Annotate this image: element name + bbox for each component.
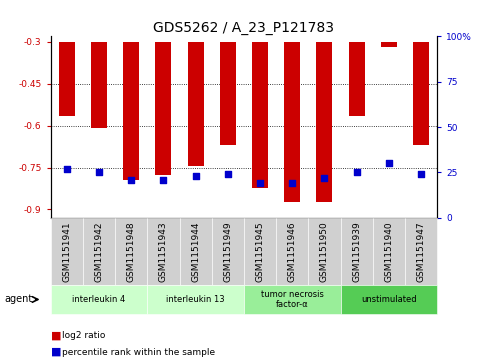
Point [385, 160, 393, 166]
Text: interleukin 4: interleukin 4 [72, 295, 126, 304]
Text: ■: ■ [51, 347, 61, 357]
Text: GSM1151945: GSM1151945 [256, 221, 265, 282]
Bar [316, 42, 332, 203]
Text: GSM1151940: GSM1151940 [384, 221, 393, 282]
Text: log2 ratio: log2 ratio [62, 331, 105, 340]
Text: GSM1151939: GSM1151939 [352, 221, 361, 282]
Point [288, 180, 296, 186]
Point [321, 175, 328, 181]
Text: ■: ■ [51, 331, 61, 341]
Text: GSM1151950: GSM1151950 [320, 221, 329, 282]
Text: agent: agent [5, 294, 33, 305]
Text: GSM1151943: GSM1151943 [159, 221, 168, 282]
Bar [59, 42, 75, 116]
Point [95, 170, 103, 175]
Text: GSM1151947: GSM1151947 [416, 221, 426, 282]
Title: GDS5262 / A_23_P121783: GDS5262 / A_23_P121783 [154, 21, 334, 35]
Bar [123, 42, 139, 180]
Point [192, 173, 199, 179]
Text: GSM1151946: GSM1151946 [288, 221, 297, 282]
Text: GSM1151948: GSM1151948 [127, 221, 136, 282]
Text: tumor necrosis
factor-α: tumor necrosis factor-α [261, 290, 324, 309]
Text: GSM1151944: GSM1151944 [191, 221, 200, 282]
Point [128, 177, 135, 183]
Point [417, 171, 425, 177]
Bar [156, 42, 171, 175]
Point [159, 177, 167, 183]
Bar [381, 42, 397, 48]
Text: unstimulated: unstimulated [361, 295, 417, 304]
Bar [220, 42, 236, 145]
Text: interleukin 13: interleukin 13 [166, 295, 225, 304]
Point [63, 166, 71, 172]
Text: GSM1151942: GSM1151942 [95, 221, 103, 282]
Point [224, 171, 232, 177]
Point [353, 170, 360, 175]
Bar [284, 42, 300, 203]
Text: GSM1151941: GSM1151941 [62, 221, 71, 282]
Bar [252, 42, 268, 188]
Bar [413, 42, 429, 145]
Text: GSM1151949: GSM1151949 [223, 221, 232, 282]
Text: percentile rank within the sample: percentile rank within the sample [62, 348, 215, 356]
Bar [349, 42, 365, 116]
Bar [91, 42, 107, 129]
Point [256, 180, 264, 186]
Bar [187, 42, 204, 166]
